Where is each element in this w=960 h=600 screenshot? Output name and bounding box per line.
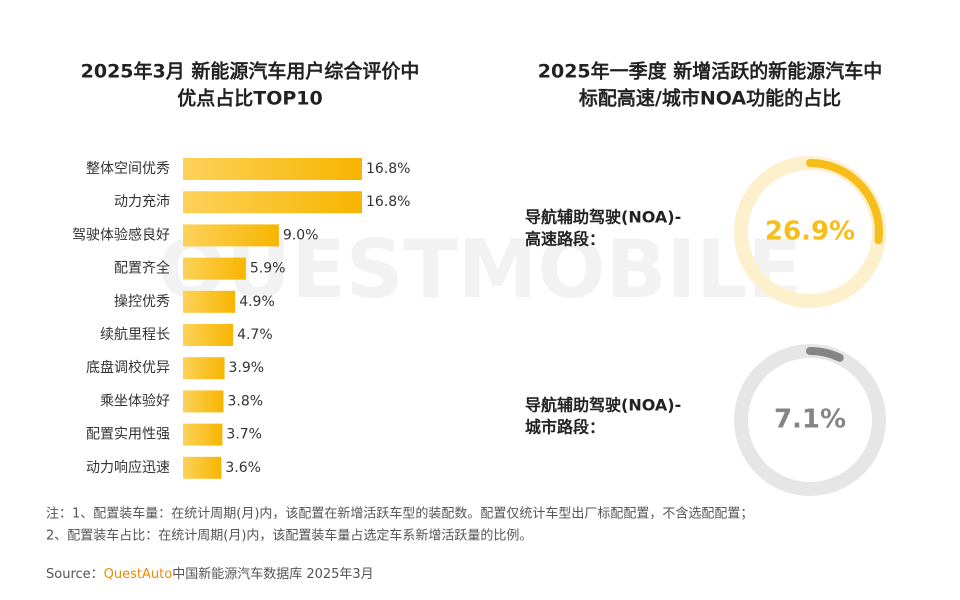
- category-label: 城市路段：: [525, 418, 605, 437]
- value-label: 4.9%: [239, 294, 275, 310]
- bar: [183, 224, 279, 247]
- bar: [183, 423, 223, 446]
- category-label: 整体空间优秀: [86, 161, 170, 177]
- category-label: 操控优秀: [114, 294, 170, 310]
- category-label: 配置齐全: [114, 260, 170, 277]
- value-label: 16.8%: [366, 161, 410, 177]
- value-label: 16.8%: [366, 194, 410, 210]
- value-label: 26.9%: [765, 217, 855, 247]
- chart-title: 2025年3月 新能源汽车用户综合评价中: [81, 60, 420, 83]
- bar: [183, 191, 362, 214]
- bar: [183, 158, 362, 180]
- chart-title: 优点占比TOP10: [177, 87, 322, 110]
- bar: [183, 456, 222, 479]
- value-label: 9.0%: [283, 227, 319, 243]
- chart-title: 标配高速/城市NOA功能的占比: [579, 87, 841, 110]
- source-brand: QuestAuto: [104, 567, 173, 582]
- category-label: 导航辅助驾驶(NOA)-: [525, 208, 681, 227]
- note: 注：1、配置装车量：在统计周期(月)内，该配置在新增活跃车型的装配数。配置仅统计…: [46, 506, 753, 522]
- category-label: 配置实用性强: [86, 427, 170, 443]
- bar: [183, 257, 246, 280]
- value-label: 3.6%: [225, 460, 261, 476]
- donut-arc: [806, 159, 883, 245]
- bar: [183, 357, 225, 380]
- bar: [183, 290, 236, 313]
- category-label: 动力响应迅速: [86, 459, 170, 476]
- value-label: 4.7%: [237, 327, 273, 343]
- value-label: 5.9%: [250, 261, 286, 277]
- value-label: 3.7%: [226, 427, 262, 443]
- bar: [183, 324, 234, 346]
- category-label: 高速路段：: [525, 230, 605, 249]
- value-label: 3.8%: [227, 393, 263, 409]
- bar: [183, 390, 224, 413]
- category-label: 动力充沛: [114, 194, 170, 210]
- category-label: 乘坐体验好: [100, 393, 170, 409]
- category-label: 导航辅助驾驶(NOA)-: [525, 396, 681, 415]
- value-label: 7.1%: [774, 405, 846, 435]
- value-label: 3.9%: [229, 360, 265, 376]
- source: Source：QuestAuto中国新能源汽车数据库 2025年3月: [46, 566, 374, 582]
- category-label: 续航里程长: [100, 326, 170, 343]
- chart-title: 2025年一季度 新增活跃的新能源汽车中: [538, 60, 883, 83]
- note: 2、配置装车占比：在统计周期(月)内，该配置装车量占选定车系新增活跃量的比例。: [46, 528, 532, 544]
- category-label: 驾驶体验感良好: [72, 226, 170, 243]
- source-prefix: Source：: [46, 567, 104, 582]
- source-text: 中国新能源汽车数据库 2025年3月: [172, 566, 374, 582]
- donut-arc: [806, 347, 844, 362]
- category-label: 底盘调校优异: [86, 359, 170, 376]
